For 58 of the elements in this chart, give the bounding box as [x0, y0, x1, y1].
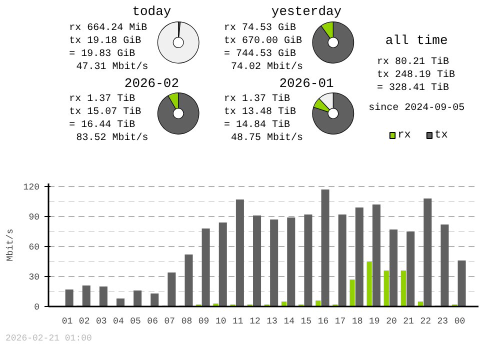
x-tick-label: 06 [147, 316, 158, 326]
x-tick-label: 23 [437, 316, 448, 326]
text: 2026-02-21 01:00 [6, 334, 92, 344]
text: rx 664.24 MiB [69, 23, 148, 34]
x-tick-label: 13 [266, 316, 278, 326]
x-tick-label: 10 [215, 316, 226, 326]
text: tx 15.07 TiB [69, 107, 142, 118]
x-tick-label: 11 [232, 316, 244, 326]
text: rx 1.37 TiB [69, 94, 136, 105]
x-tick-label: 01 [62, 316, 73, 326]
legend-label: rx [398, 130, 412, 142]
text: tx 248.19 TiB [377, 70, 456, 81]
y-tick-label: 60 [28, 242, 40, 252]
x-tick-label: 21 [403, 316, 414, 326]
y-tick-label: 120 [23, 182, 40, 192]
x-tick-label: 05 [130, 316, 141, 326]
text: = 16.44 TiB [69, 120, 136, 131]
text: 48.75 Mbit/s [231, 132, 304, 144]
text: tx 19.18 GiB [69, 36, 142, 47]
y-tick-label: 90 [28, 212, 40, 222]
text: = 19.83 GiB [69, 49, 136, 60]
y-tick-label: 30 [28, 272, 40, 282]
y-tick-label: 0 [34, 302, 40, 312]
chart-title: yesterday [271, 4, 342, 19]
x-tick-label: 07 [164, 316, 176, 326]
chart-title: 2026-01 [279, 76, 334, 91]
y-axis-title: Mbit/s [5, 228, 16, 262]
x-tick-label: 02 [78, 316, 90, 326]
text: tx 13.48 TiB [224, 107, 296, 118]
x-tick-label: 22 [420, 316, 432, 326]
text: 83.52 Mbit/s [76, 132, 148, 144]
text: rx 80.21 TiB [377, 57, 450, 68]
text: rx 1.37 TiB [224, 94, 290, 105]
x-tick-label: 09 [198, 316, 210, 326]
chart-title: 2026-02 [124, 76, 180, 91]
text: tx 670.00 GiB [224, 36, 302, 47]
text: all time [385, 33, 448, 48]
text: = 328.41 TiB [377, 83, 450, 94]
x-tick-label: 14 [284, 316, 295, 326]
text: since 2024-09-05 [368, 102, 465, 114]
text: 47.31 Mbit/s [76, 61, 148, 73]
x-tick-label: 03 [96, 316, 107, 326]
x-tick-label: 19 [369, 316, 380, 326]
x-tick-label: 16 [318, 316, 329, 326]
x-tick-label: 04 [113, 316, 124, 326]
legend-label: tx [434, 130, 448, 142]
text: = 14.84 TiB [224, 120, 290, 131]
x-tick-label: 18 [352, 316, 363, 326]
x-tick-label: 15 [300, 316, 312, 326]
text: = 744.53 GiB [224, 49, 296, 60]
x-tick-label: 00 [454, 316, 466, 326]
x-tick-label: 20 [386, 316, 397, 326]
x-tick-label: 17 [334, 316, 346, 326]
text: 74.02 Mbit/s [231, 61, 304, 73]
text: rx 74.53 GiB [224, 23, 296, 34]
x-tick-label: 08 [181, 316, 192, 326]
chart-title: today [132, 4, 172, 19]
x-tick-label: 12 [250, 316, 260, 326]
